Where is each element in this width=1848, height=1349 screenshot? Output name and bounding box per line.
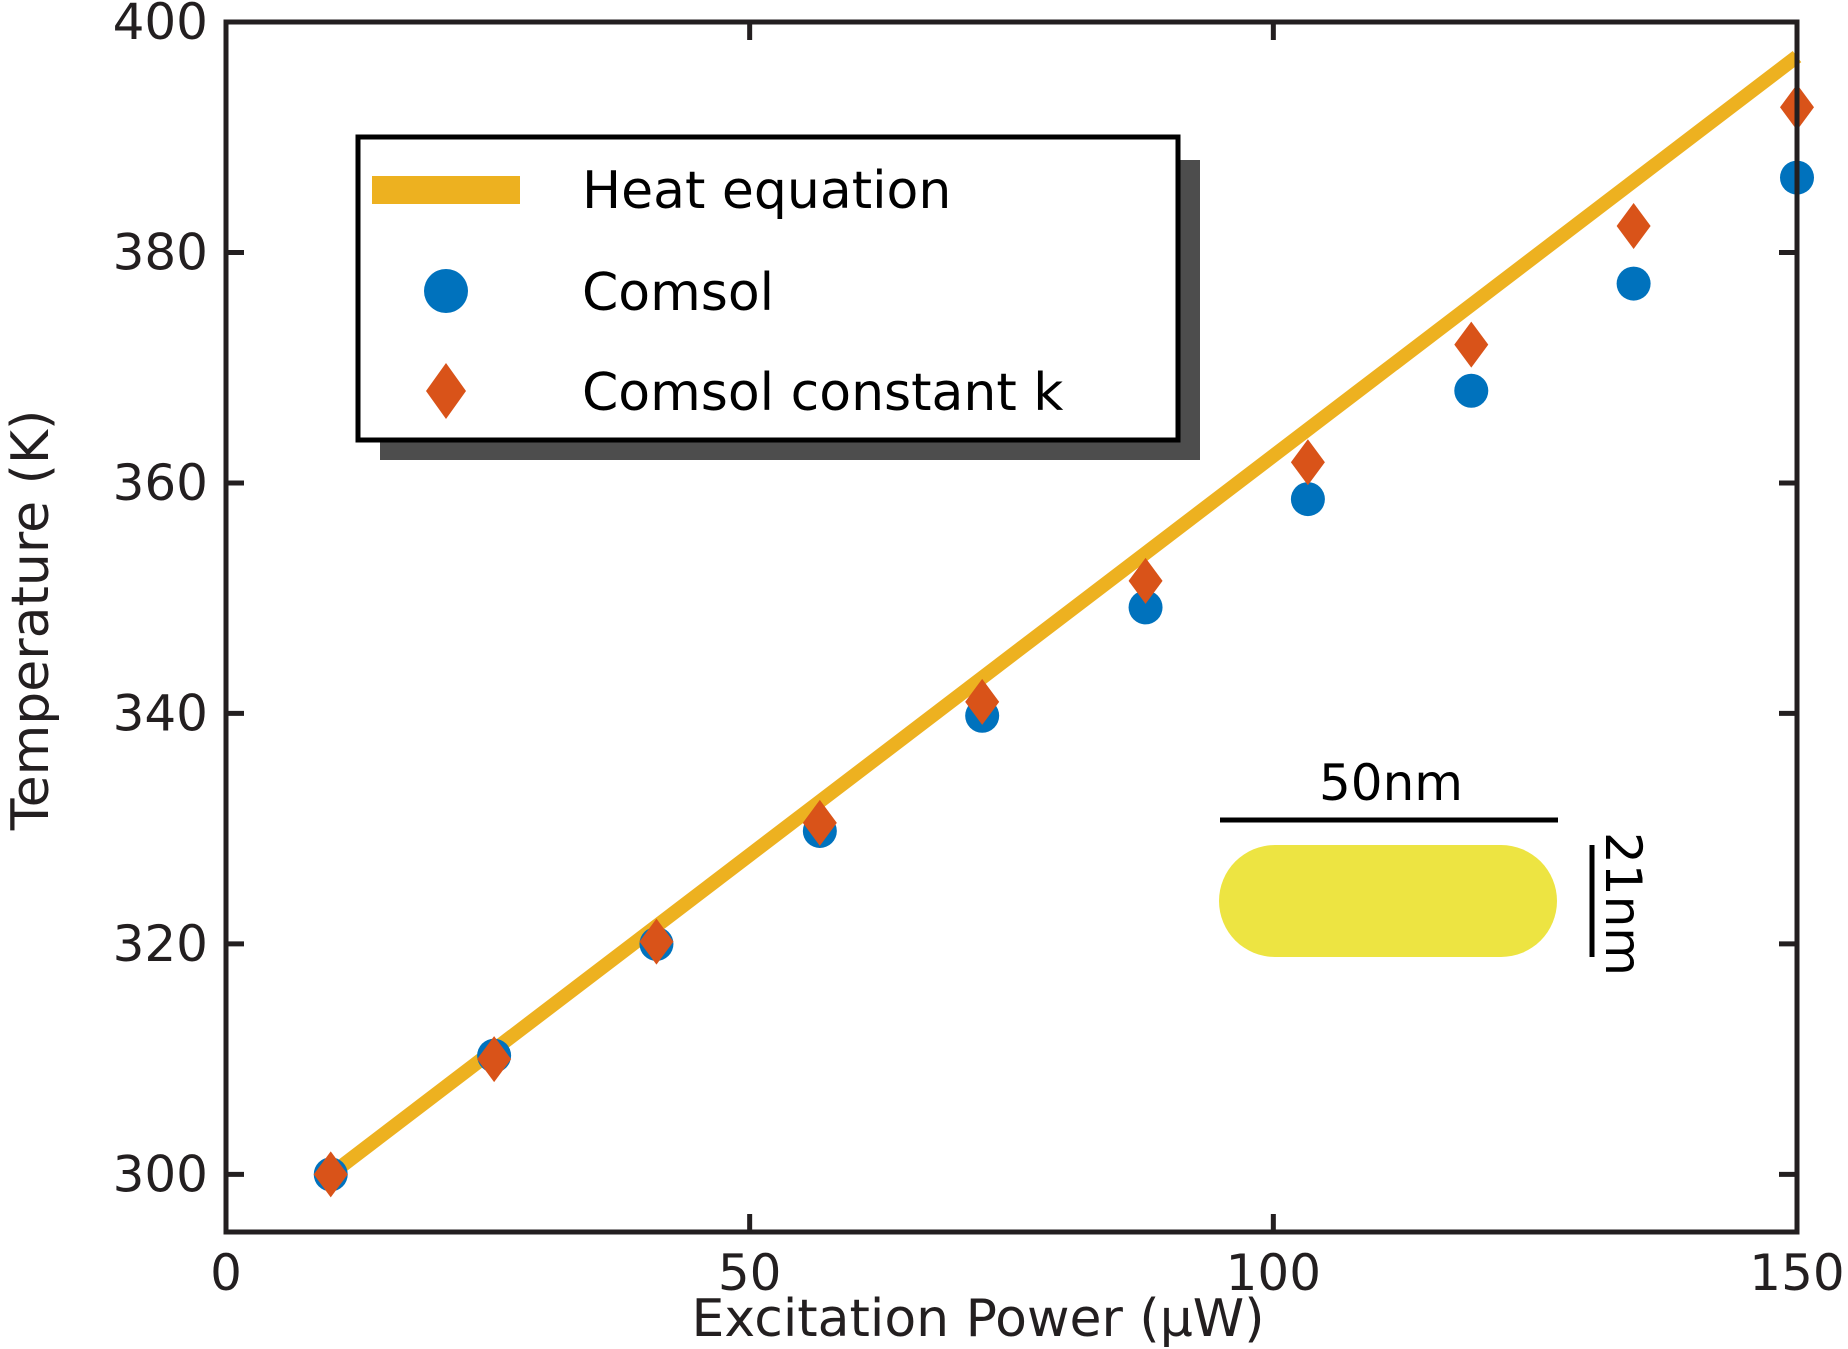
plot-layer — [313, 51, 1814, 1198]
axes-layer: 0 50 100 150 300 320 340 360 380 400 — [113, 0, 1845, 1302]
comsol-constant-k-point — [477, 1036, 512, 1083]
heat-equation-line — [326, 51, 1802, 1180]
legend-comsol-constant-k-swatch — [426, 363, 466, 419]
y-tick-label: 340 — [113, 684, 208, 742]
comsol-point — [1290, 482, 1325, 517]
comsol-constant-k-point — [802, 799, 837, 846]
comsol-constant-k-point — [639, 918, 674, 965]
comsol-constant-k-point — [1128, 557, 1163, 604]
legend: Heat equation Comsol Comsol constant k — [355, 134, 1200, 460]
inset-length-label: 50nm — [1319, 754, 1463, 812]
x-tick-label: 150 — [1749, 1244, 1844, 1302]
legend-comsol-constant-k-label: Comsol constant k — [582, 363, 1063, 423]
y-tick-label: 300 — [113, 1145, 208, 1203]
comsol-constant-k-point — [965, 678, 1000, 725]
comsol-constant-k-point — [1454, 321, 1489, 368]
nanorod-shape — [1219, 845, 1557, 957]
nanorod-inset: 50nm 21nm — [1219, 754, 1652, 976]
comsol-point — [1128, 590, 1163, 625]
plot-frame — [223, 19, 1800, 1235]
x-tick-label: 0 — [210, 1244, 242, 1302]
legend-heat-equation-label: Heat equation — [582, 161, 951, 221]
comsol-constant-k-point — [1616, 202, 1651, 249]
y-tick-label: 400 — [113, 0, 208, 51]
legend-comsol-label: Comsol — [582, 263, 774, 323]
y-axis-title: Temperature (K) — [1, 410, 61, 832]
x-tick-label: 50 — [718, 1244, 782, 1302]
y-tick-label: 320 — [113, 915, 208, 973]
y-tick-label: 360 — [113, 454, 208, 512]
comsol-point — [1454, 373, 1489, 408]
comsol-point — [1616, 266, 1651, 301]
x-axis-title: Excitation Power (μW) — [692, 1289, 1265, 1349]
legend-comsol-swatch — [424, 269, 468, 313]
y-tick-label: 380 — [113, 223, 208, 281]
comsol-constant-k-point — [313, 1151, 348, 1198]
comsol-constant-k-point — [1290, 439, 1325, 486]
x-tick-label: 100 — [1226, 1244, 1321, 1302]
inset-width-label: 21nm — [1594, 832, 1652, 976]
